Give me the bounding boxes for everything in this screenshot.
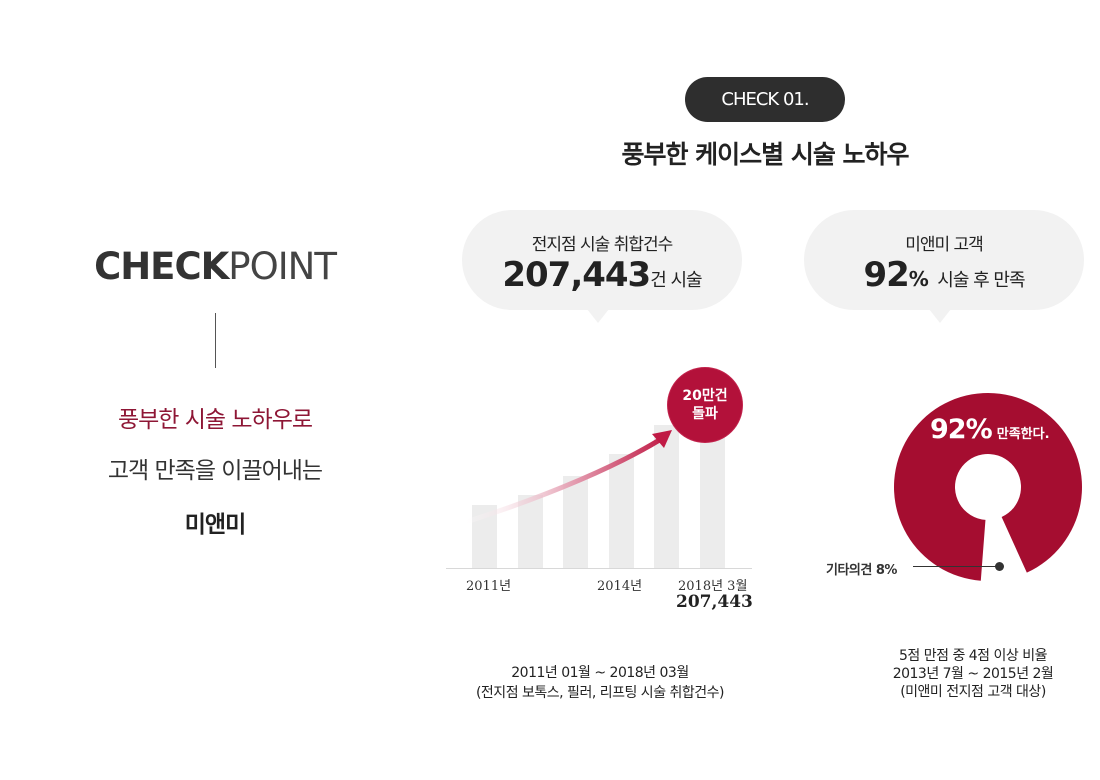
tick-label-2011: 2011년 bbox=[466, 579, 512, 594]
satisfaction-stat-bubble: 미앤미 고객 92% 시술 후 만족 bbox=[804, 210, 1084, 323]
check-01-pill: CHECK 01. bbox=[685, 77, 845, 122]
tick-label-2014: 2014년 bbox=[597, 579, 643, 594]
check-point-title-light: POINT bbox=[228, 245, 337, 288]
satisfaction-stat-label: 미앤미 고객 bbox=[905, 235, 984, 255]
tagline-line-3: 미앤미 bbox=[184, 512, 246, 538]
cases-stat-suffix: 건 시술 bbox=[650, 270, 702, 291]
trend-arrow-svg bbox=[463, 430, 672, 525]
donut-footnote: 5점 만점 중 4점 이상 비율 2013년 7월 ~ 2015년 2월 (미앤… bbox=[858, 647, 1088, 701]
other-opinion-leader-line bbox=[913, 566, 999, 567]
bar-2 bbox=[517, 495, 543, 568]
donut-percent: 92% bbox=[930, 414, 993, 445]
cases-stat-bubble: 전지점 시술 취합건수 207,443건 시술 bbox=[462, 210, 742, 323]
check-point-title-bold: CHECK bbox=[94, 245, 229, 288]
milestone-badge: 20만건 돌파 bbox=[668, 368, 742, 442]
tagline-line-2: 고객 만족을 이끌어내는 bbox=[107, 458, 323, 484]
chart-footnote-line-2: (전지점 보톡스, 필러, 리프팅 시술 취합건수) bbox=[475, 685, 725, 701]
satisfaction-stat-suffix: 시술 후 만족 bbox=[937, 270, 1025, 291]
x-axis-line bbox=[446, 568, 752, 569]
other-opinion-dot bbox=[995, 562, 1004, 571]
bar-4 bbox=[608, 454, 634, 568]
trend-arrow-line bbox=[463, 433, 669, 525]
tick-label-2018: 2018년 3월 bbox=[678, 579, 748, 594]
satisfaction-stat-unit: % bbox=[908, 267, 929, 291]
chart-footnote: 2011년 01월 ~ 2018년 03월 (전지점 보톡스, 필러, 리프팅 … bbox=[440, 663, 760, 703]
cases-stat-value: 207,443건 시술 bbox=[462, 255, 742, 295]
final-value-label: 207,443 bbox=[676, 592, 753, 612]
cases-stat-number: 207,443 bbox=[502, 255, 651, 295]
satisfaction-donut-chart bbox=[893, 392, 1083, 582]
vertical-divider bbox=[215, 313, 216, 368]
other-opinion-label: 기타의견 8% bbox=[826, 563, 897, 578]
bar-5 bbox=[654, 425, 679, 568]
bar-3 bbox=[563, 476, 588, 568]
donut-footnote-line-1: 5점 만점 중 4점 이상 비율 bbox=[899, 648, 1048, 664]
satisfaction-stat-value: 92% 시술 후 만족 bbox=[804, 255, 1084, 295]
donut-text: 만족한다. bbox=[996, 427, 1050, 442]
trend-arrowhead bbox=[652, 430, 672, 448]
donut-footnote-line-3: (미앤미 전지점 고객 대상) bbox=[900, 684, 1046, 700]
cases-growth-bar-chart: 2011년 2014년 2018년 3월 207,443 20만건 돌파 bbox=[440, 360, 770, 620]
cases-stat-label: 전지점 시술 취합건수 bbox=[531, 235, 674, 255]
check-point-title: CHECKPOINT bbox=[0, 245, 430, 288]
tagline-line-1: 풍부한 시술 노하우로 bbox=[117, 407, 313, 433]
section-title: 풍부한 케이스별 시술 노하우 bbox=[621, 140, 909, 169]
donut-svg bbox=[894, 392, 1082, 581]
donut-center-label: 92% 만족한다. bbox=[930, 414, 1050, 445]
milestone-badge-line-2: 돌파 bbox=[692, 406, 718, 422]
donut-satisfied-segment bbox=[894, 392, 1082, 581]
milestone-badge-line-1: 20만건 bbox=[682, 388, 728, 404]
donut-footnote-line-2: 2013년 7월 ~ 2015년 2월 bbox=[892, 666, 1054, 682]
satisfaction-stat-number: 92 bbox=[863, 255, 909, 295]
chart-footnote-line-1: 2011년 01월 ~ 2018년 03월 bbox=[511, 665, 689, 681]
